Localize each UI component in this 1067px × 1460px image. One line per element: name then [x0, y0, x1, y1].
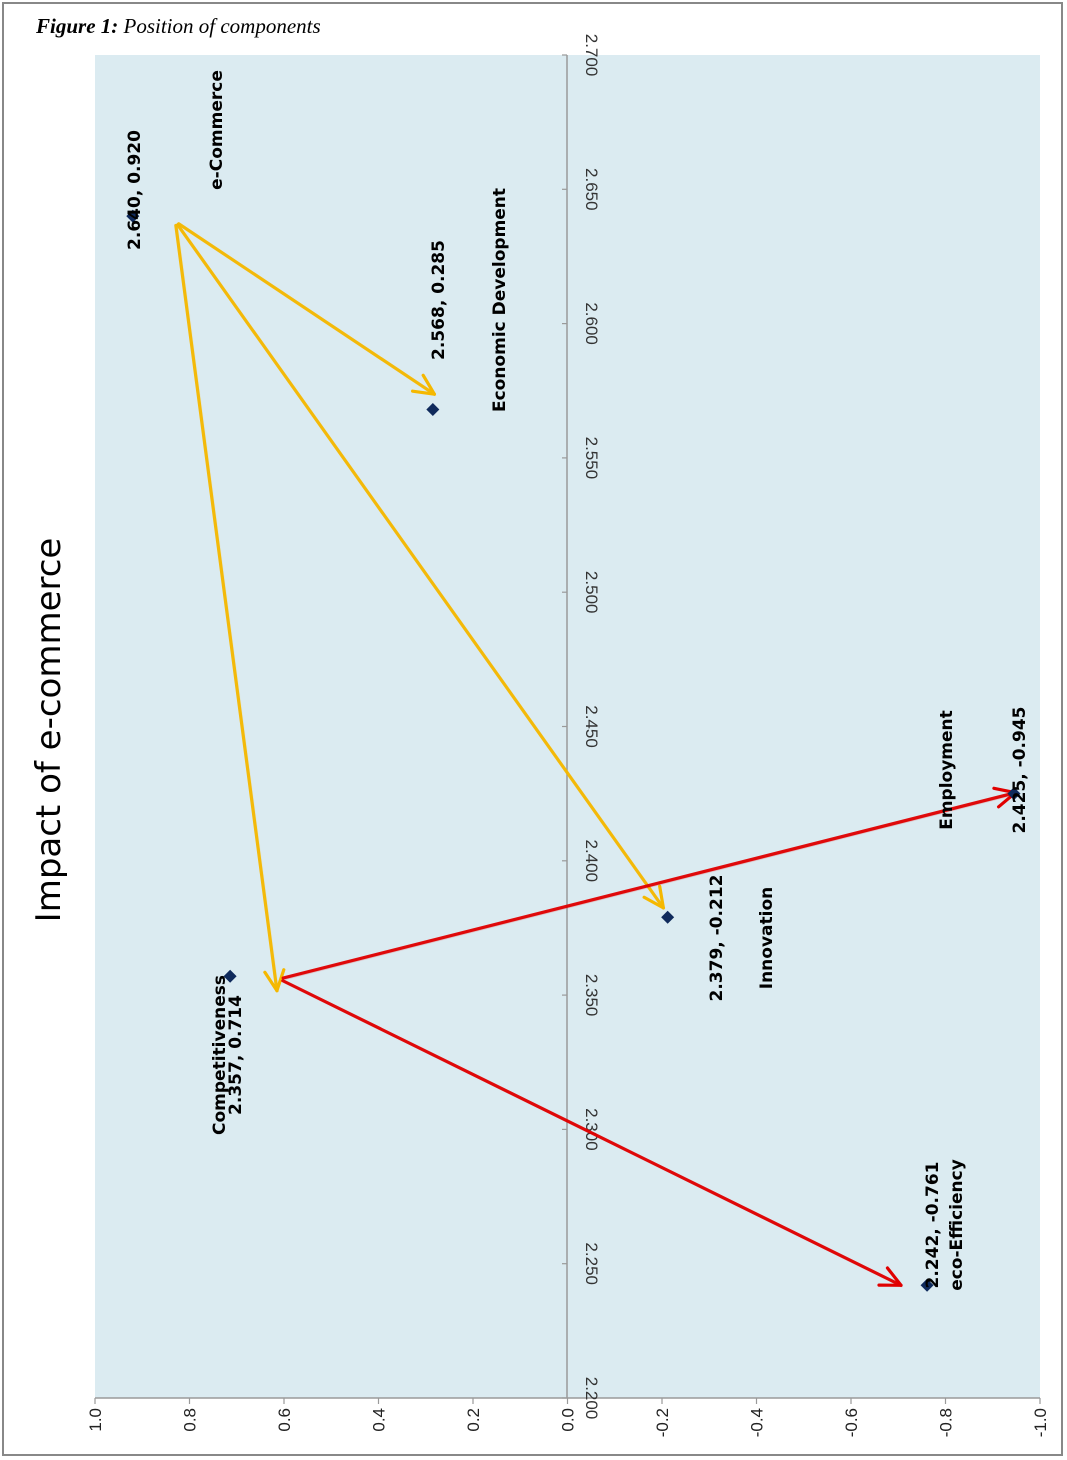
arrow-shaft-shadow	[176, 226, 279, 992]
figure-caption: Figure 1: Position of components	[36, 14, 321, 39]
point-name-label: Innovation	[757, 887, 777, 990]
y-tick-label: -0.8	[937, 1408, 956, 1437]
chart-title: Impact of e-commerce	[29, 538, 69, 923]
arrow-head	[263, 968, 286, 993]
arrow-shaft	[281, 791, 1018, 980]
arrow-head	[411, 373, 436, 396]
data-point-marker	[661, 910, 675, 924]
y-tick-label: -0.2	[653, 1408, 672, 1437]
figure-caption-text: Position of components	[123, 14, 321, 38]
data-point-marker	[1007, 787, 1021, 801]
point-value-label: 2.379, -0.212	[707, 875, 727, 1002]
y-tick-label: -1.0	[1031, 1408, 1050, 1437]
point-value-label: 2.640, 0.920	[125, 130, 145, 250]
y-tick-label: 0.8	[181, 1408, 200, 1432]
y-tick-label: -0.4	[748, 1408, 767, 1437]
point-value-label: 2.242, -0.761	[923, 1162, 943, 1289]
point-name-label: e-Commerce	[207, 70, 227, 190]
point-name-label: Competitiveness	[210, 975, 230, 1135]
x-tick-label: 2.200	[582, 1377, 601, 1420]
x-tick-label: 2.500	[582, 571, 601, 614]
data-point-marker	[426, 403, 440, 417]
arrow	[174, 223, 286, 993]
y-tick-label: 0.2	[464, 1408, 483, 1432]
data-points	[126, 209, 1021, 1292]
point-value-label: 2.568, 0.285	[429, 240, 449, 360]
y-tick-label: 0.0	[559, 1408, 578, 1432]
x-tick-label: 2.300	[582, 1108, 601, 1151]
axes	[94, 54, 1041, 1404]
point-value-label: 2.357, 0.714	[226, 995, 246, 1115]
y-tick-label: -0.6	[842, 1408, 861, 1437]
point-value-label: 2.425, -0.945	[1010, 707, 1030, 834]
point-name-label: Employment	[937, 710, 957, 830]
data-point-marker	[920, 1278, 934, 1292]
data-point-marker	[223, 969, 237, 983]
x-tick-label: 2.400	[582, 840, 601, 883]
x-tick-label: 2.350	[582, 974, 601, 1017]
arrow-head	[642, 884, 665, 910]
figure-caption-label: Figure 1:	[36, 14, 119, 38]
arrows	[174, 222, 1018, 1287]
arrow-shaft	[174, 223, 279, 993]
x-tick-label: 2.650	[582, 168, 601, 211]
tick-labels: 1.0 0.8 0.6 0.4 0.2 0.0 -0.2 -0.4 -0.6 -0.8 -1.0 2.…	[86, 34, 1050, 1438]
arrow-shaft-shadow	[283, 981, 903, 1287]
point-labels: 2.640, 0.920 e-Commerce 2.568, 0.285 Econom…	[125, 70, 1030, 1291]
y-tick-label: 0.4	[370, 1408, 389, 1432]
y-tick-label: 1.0	[86, 1408, 105, 1432]
arrow	[176, 223, 665, 910]
point-name-label: eco-Efficiency	[947, 1159, 967, 1291]
x-tick-label: 2.450	[582, 705, 601, 748]
data-point-marker	[126, 209, 140, 223]
x-tick-label: 2.600	[582, 302, 601, 345]
arrow-shaft-shadow	[178, 225, 665, 910]
arrow	[177, 222, 436, 396]
arrow-head	[877, 1266, 903, 1287]
arrow	[281, 979, 903, 1287]
x-tick-label: 2.250	[582, 1242, 601, 1285]
arrow-shaft-shadow	[179, 224, 436, 396]
arrow-shaft-shadow	[284, 793, 1017, 980]
point-name-label: Economic Development	[490, 188, 510, 412]
x-tick-label: 2.700	[582, 34, 601, 77]
x-tick-label: 2.550	[582, 437, 601, 480]
y-tick-label: 0.6	[275, 1408, 294, 1432]
